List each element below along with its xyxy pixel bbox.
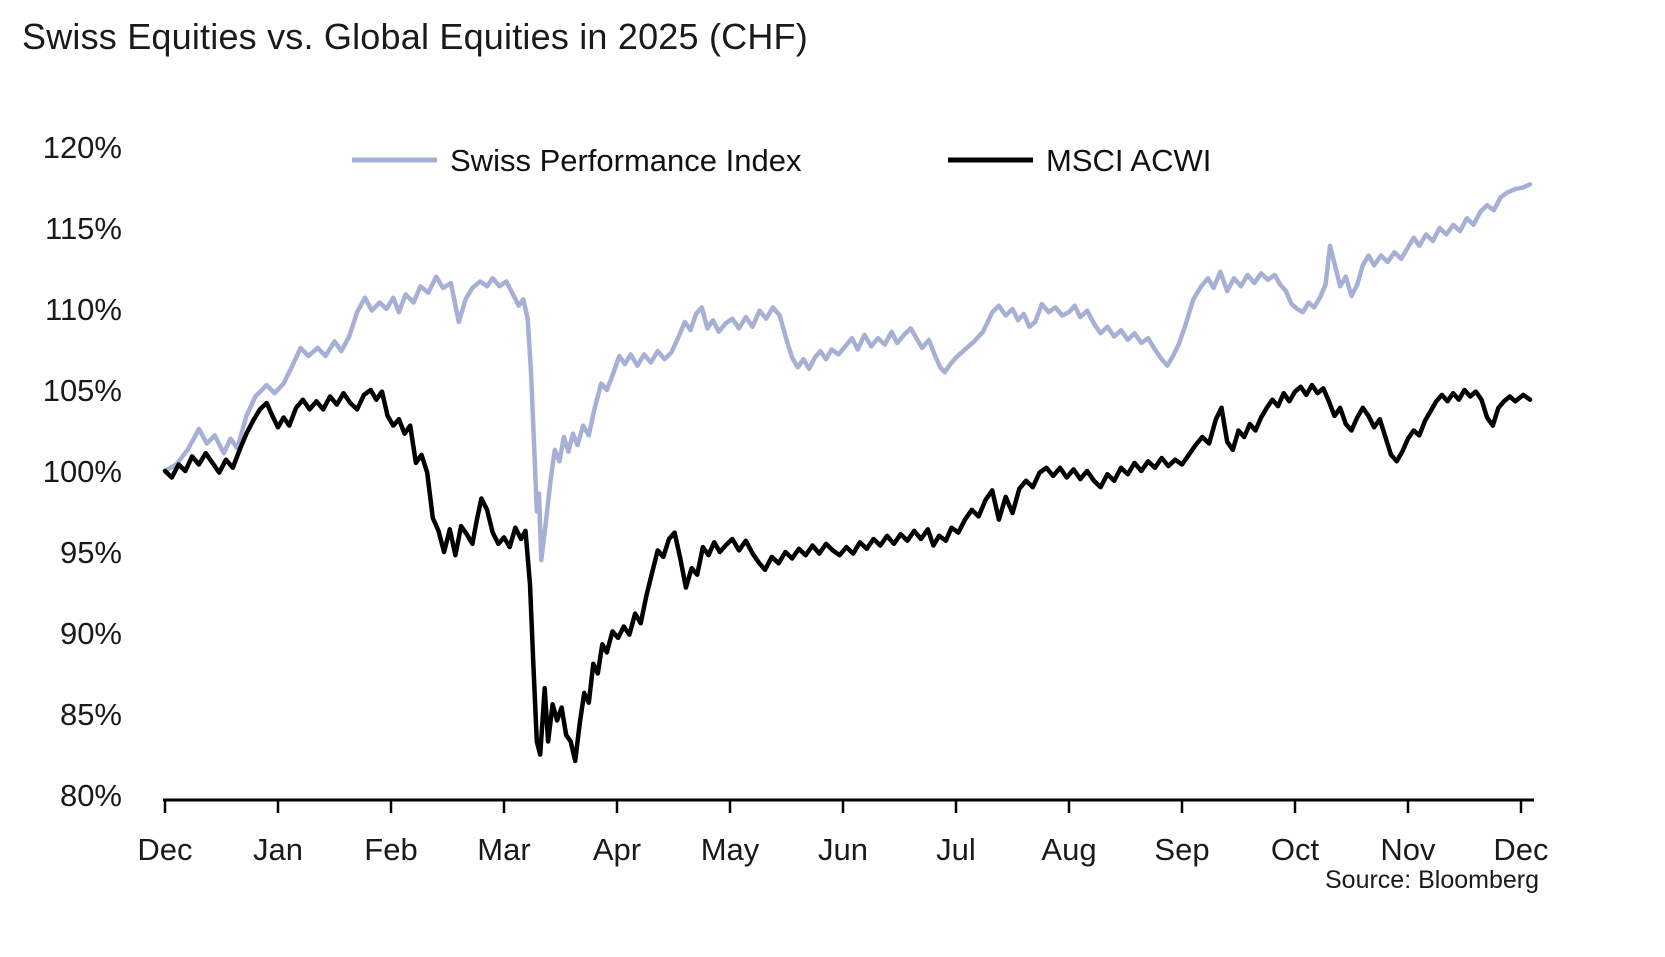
x-tick-label: Mar	[477, 832, 530, 867]
x-tick-label: Apr	[593, 832, 641, 867]
labels-layer: Dec Jan Feb Mar Apr May Jun Jul Aug Sep Oct Nov Dec 8…	[43, 130, 1549, 867]
legend-label-msci: MSCI ACWI	[1046, 143, 1211, 178]
x-tick-label: Jan	[253, 832, 303, 867]
y-tick-label: 80%	[60, 778, 122, 813]
x-tick-label: Oct	[1271, 832, 1320, 867]
source-note: Source: Bloomberg	[1324, 866, 1539, 894]
x-tick-label: Sep	[1154, 832, 1209, 867]
spi-series-line	[162, 182, 1533, 563]
x-tick-label: Jun	[818, 832, 868, 867]
series-layer	[162, 182, 1533, 764]
x-tick-label: May	[701, 832, 760, 867]
y-tick-label: 120%	[43, 130, 122, 165]
x-tick-label: Feb	[364, 832, 417, 867]
x-tick-label: Aug	[1041, 832, 1096, 867]
axis-layer	[163, 798, 1534, 813]
legend-label-spi: Swiss Performance Index	[450, 143, 802, 178]
x-tick-label: Nov	[1380, 832, 1436, 867]
y-tick-label: 115%	[45, 211, 122, 246]
y-tick-label: 85%	[60, 697, 122, 732]
y-tick-label: 95%	[60, 535, 122, 570]
page-title: Swiss Equities vs. Global Equities in 20…	[22, 16, 808, 57]
msci-series-line	[162, 382, 1533, 764]
y-tick-label: 100%	[43, 454, 122, 489]
y-tick-label: 110%	[45, 292, 122, 327]
y-tick-label: 90%	[60, 616, 122, 651]
y-tick-label: 105%	[43, 373, 122, 408]
legend: Swiss Performance Index MSCI ACWI	[352, 143, 1211, 178]
x-tick-label: Dec	[137, 832, 192, 867]
x-tick-label: Jul	[936, 832, 976, 867]
x-tick-label: Dec	[1493, 832, 1548, 867]
